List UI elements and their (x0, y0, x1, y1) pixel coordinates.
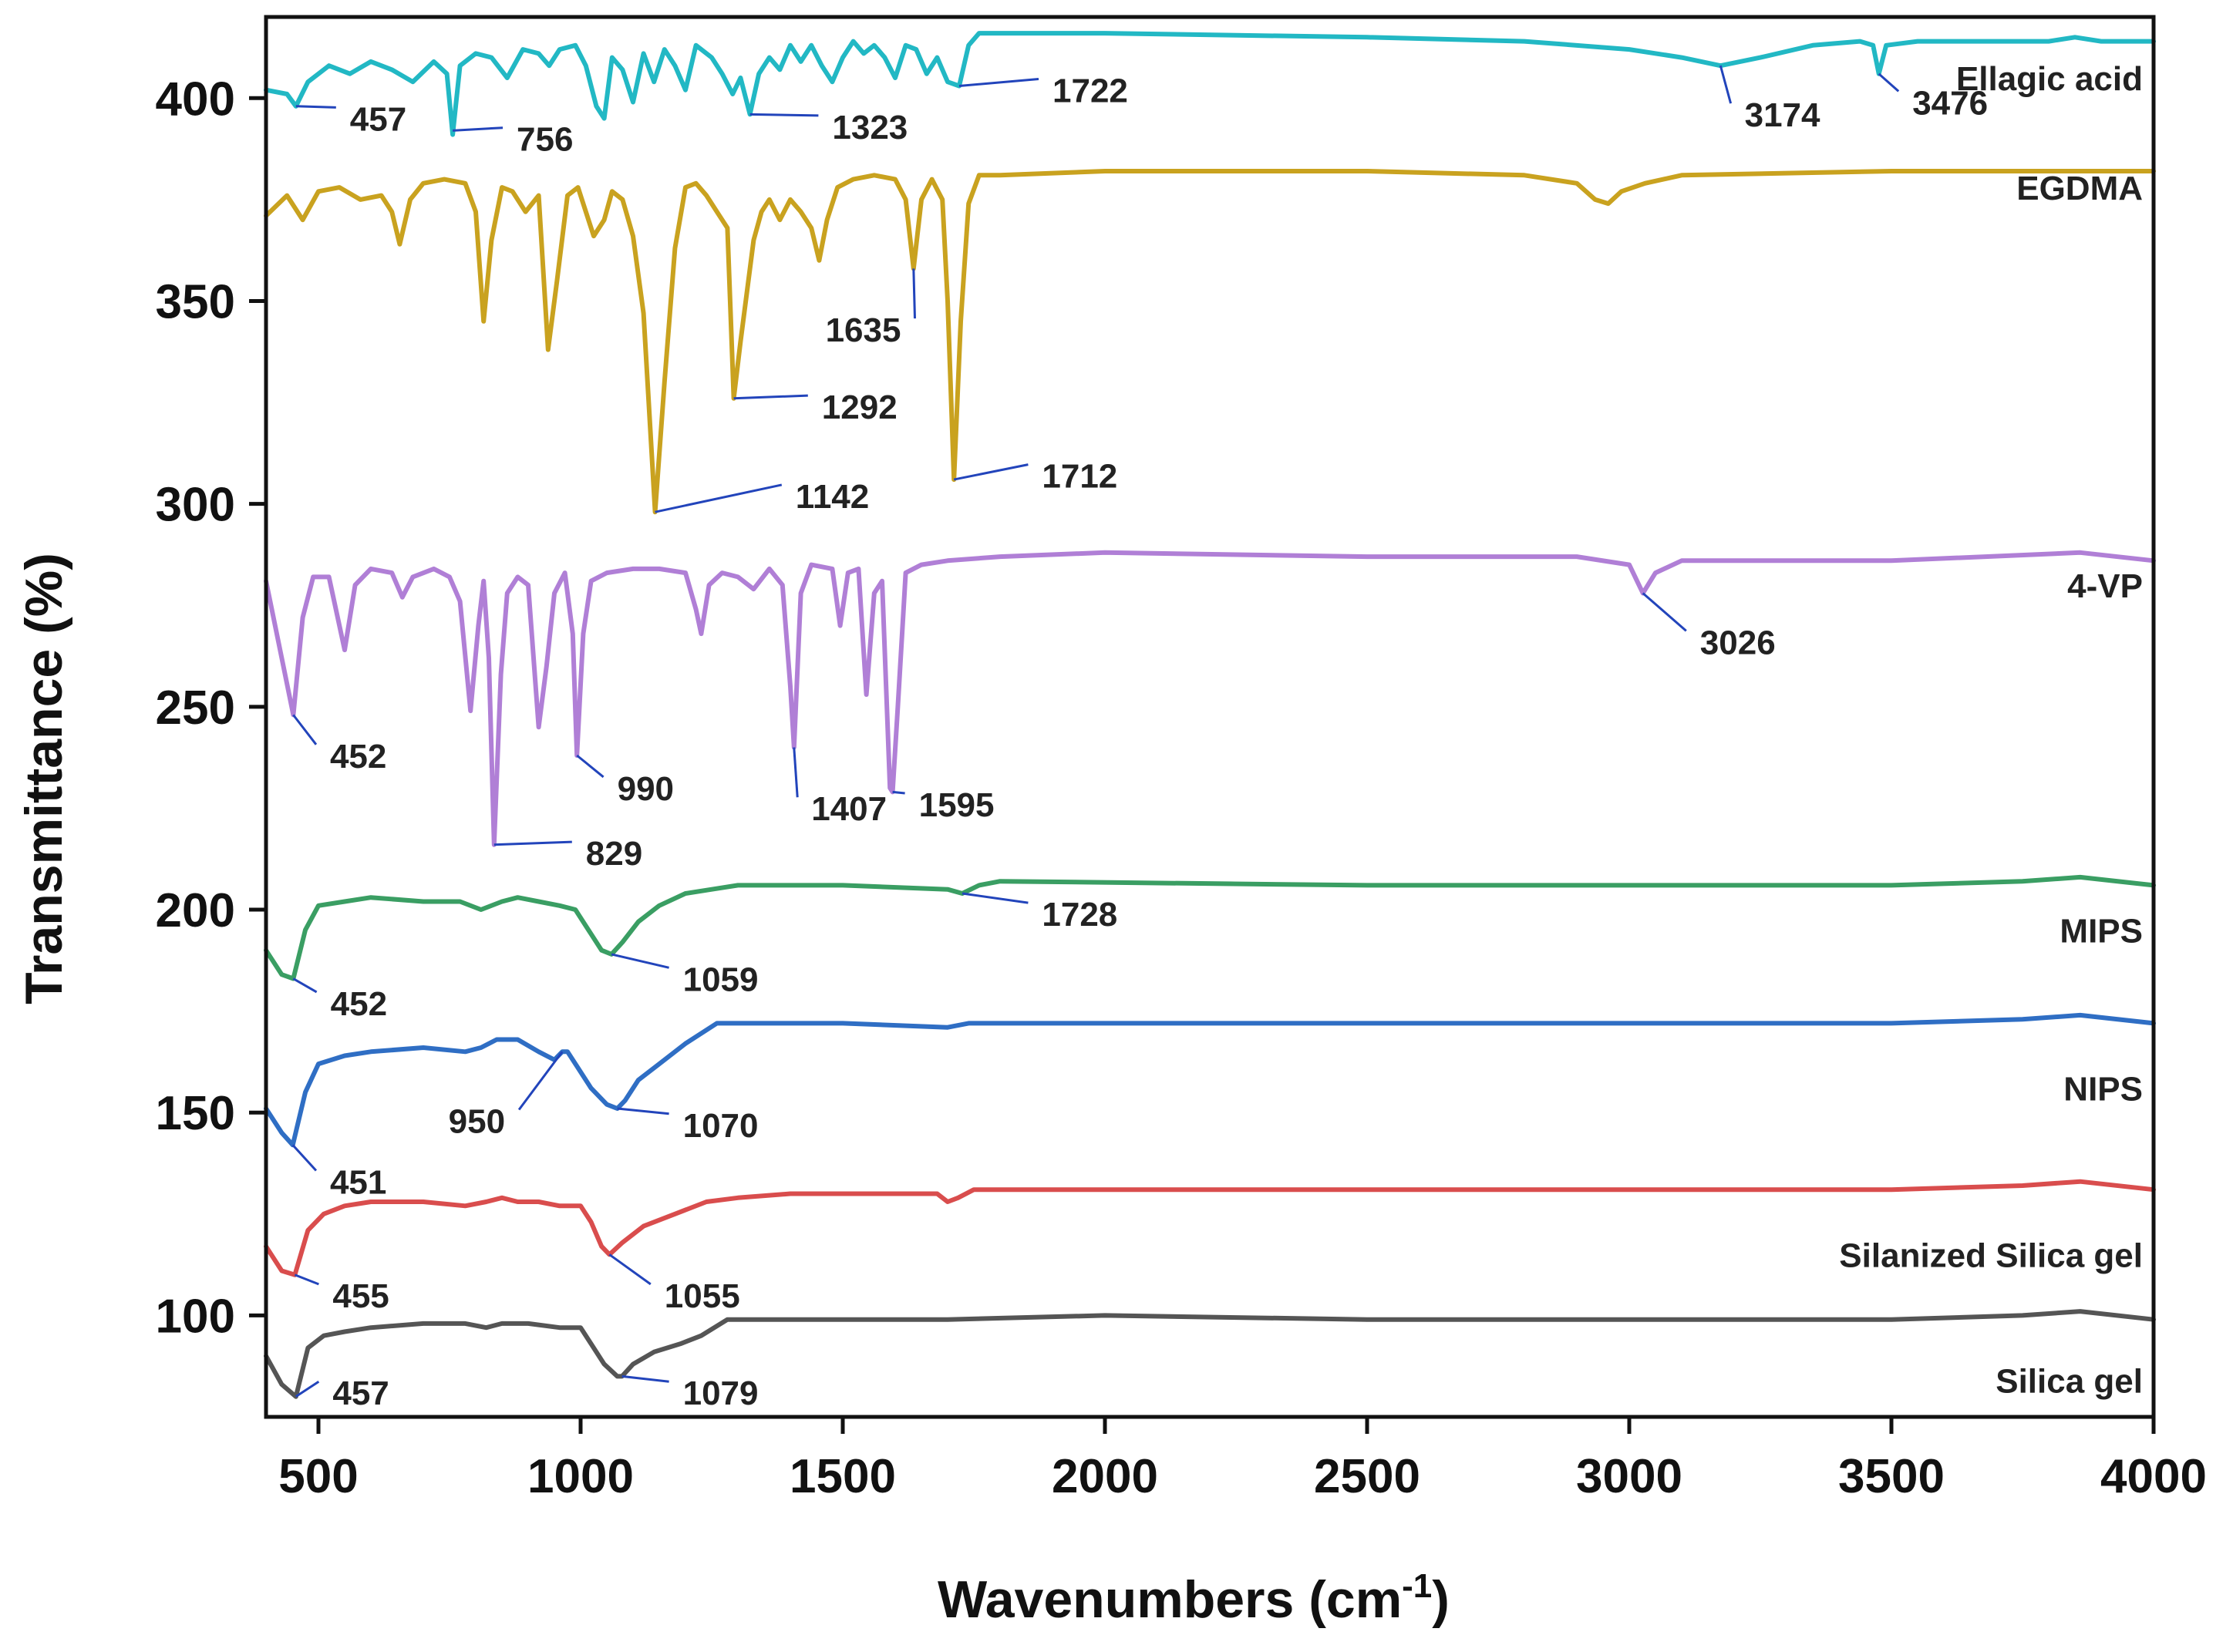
peak-label: 1070 (683, 1107, 759, 1145)
series-label-mips: MIPS (2060, 912, 2143, 950)
peak-leader-line (294, 1273, 319, 1286)
peak-label: 1059 (683, 961, 759, 998)
peak-leader-line (608, 1253, 652, 1286)
peak-leader-line (912, 268, 916, 319)
peak-leader-line (291, 1144, 318, 1172)
series-line-ellagic-acid (264, 31, 2156, 137)
series-label-egdma: EGDMA (2016, 170, 2143, 207)
peak-label: 1142 (796, 478, 869, 516)
peak-leader-line (295, 105, 336, 109)
peak-label: 457 (350, 100, 406, 138)
peak-leader-line (953, 463, 1029, 481)
peak-label: 990 (618, 770, 674, 808)
peak-label: 1323 (832, 109, 908, 146)
peak-leader-line (1642, 592, 1687, 632)
series-labels: Ellagic acid EGDMA 4-VP MIPS NIPS Silanized S… (1839, 60, 2143, 1401)
peak-label: 1407 (811, 790, 887, 828)
peak-label: 1728 (1042, 896, 1117, 934)
peak-leader-line (655, 483, 783, 513)
x-tick-label: 4000 (2100, 1450, 2207, 1503)
x-tick-label: 3500 (1838, 1450, 1945, 1503)
x-axis-title-main: Wavenumbers (cm (938, 1570, 1402, 1629)
series-line-egdma (264, 169, 2156, 515)
peak-label: 829 (586, 835, 642, 873)
peak-label: 1055 (665, 1277, 740, 1315)
series-label-silica-gel: Silica gel (1996, 1363, 2143, 1401)
peak-leader-line (295, 1380, 320, 1398)
peak-label: 1712 (1042, 458, 1117, 496)
peak-label: 457 (332, 1374, 389, 1412)
series-label-silanized-silica-gel: Silanized Silica gel (1839, 1236, 2143, 1274)
peak-leader-line (621, 1374, 669, 1383)
peak-leader-line (292, 977, 318, 994)
series-label-4-vp: 4-VP (2067, 567, 2143, 605)
series-label-ellagic-acid: Ellagic acid (1956, 60, 2143, 98)
peak-label: 452 (331, 985, 387, 1023)
peak-leader-line (611, 953, 669, 969)
peak-label: 950 (449, 1103, 505, 1141)
peak-leader-line (733, 394, 808, 400)
peak-leader-line (292, 714, 318, 745)
peak-label: 1722 (1053, 72, 1128, 110)
plot-frame (264, 15, 2156, 1419)
x-axis-title: Wavenumbers (cm-1) (938, 1567, 1450, 1629)
peak-label: 756 (517, 121, 573, 159)
peak-leader-line (517, 1051, 564, 1111)
series-line-silanized-silica-gel (264, 1179, 2156, 1277)
peak-label: 452 (330, 738, 386, 776)
x-axis-title-superscript: -1 (1402, 1567, 1432, 1605)
y-tick-label: 100 (156, 1290, 235, 1343)
peak-label: 451 (330, 1163, 386, 1201)
y-tick-label: 200 (156, 884, 235, 937)
peak-label: 455 (332, 1277, 389, 1315)
peak-leader-line (617, 1107, 669, 1115)
y-tick-label: 150 (156, 1087, 235, 1140)
series-line-nips (264, 1012, 2156, 1148)
series-line-4-vp (264, 550, 2156, 847)
peak-leader-line (1878, 72, 1900, 93)
series-line-mips (264, 874, 2156, 981)
x-tick-label: 1000 (527, 1450, 634, 1503)
x-tick-label: 2500 (1314, 1450, 1420, 1503)
x-tick-label: 1500 (790, 1450, 896, 1503)
peak-leader-line (793, 747, 799, 798)
peak-leader-line (958, 78, 1039, 87)
peak-leader-line (576, 754, 605, 779)
x-axis-title-close: ) (1432, 1570, 1450, 1629)
peak-leader-line (1719, 65, 1733, 104)
peak-leader-line (452, 126, 504, 132)
peak-label: 3174 (1745, 96, 1820, 134)
peak-leader-line (962, 892, 1029, 904)
peak-leader-line (493, 840, 572, 846)
peak-label: 1635 (826, 311, 901, 349)
x-tick-label: 500 (278, 1450, 358, 1503)
y-axis-ticks: 100 150 200 250 300 350 400 (156, 72, 266, 1343)
peak-leader-line (749, 113, 819, 117)
peak-label: 1079 (683, 1374, 759, 1412)
series-layer (264, 31, 2156, 1399)
peak-label: 3026 (1700, 624, 1776, 661)
x-axis-ticks: 500 1000 1500 2000 2500 3000 3500 4000 (278, 1417, 2207, 1503)
peak-label: 1595 (919, 786, 995, 824)
peak-leader-line (892, 790, 905, 795)
y-tick-label: 250 (156, 681, 235, 735)
x-tick-label: 2000 (1052, 1450, 1158, 1503)
y-tick-label: 300 (156, 479, 235, 532)
peak-label: 3476 (1912, 84, 1988, 122)
x-tick-label: 3000 (1576, 1450, 1682, 1503)
y-tick-label: 400 (156, 72, 235, 126)
peak-label: 1292 (822, 389, 898, 426)
y-axis-title: Transmittance (%) (15, 553, 73, 1004)
y-tick-label: 350 (156, 275, 235, 328)
annotation-layer: 457 756 1323 1722 3174 3476 1635 1292 1142 1712 30… (291, 65, 1988, 1412)
series-line-silica-gel (264, 1309, 2156, 1399)
series-label-nips: NIPS (2063, 1071, 2143, 1109)
